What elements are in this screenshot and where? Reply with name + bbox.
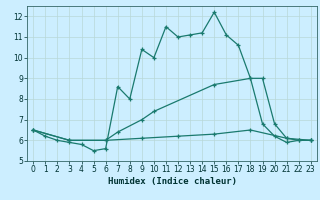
- X-axis label: Humidex (Indice chaleur): Humidex (Indice chaleur): [108, 177, 236, 186]
